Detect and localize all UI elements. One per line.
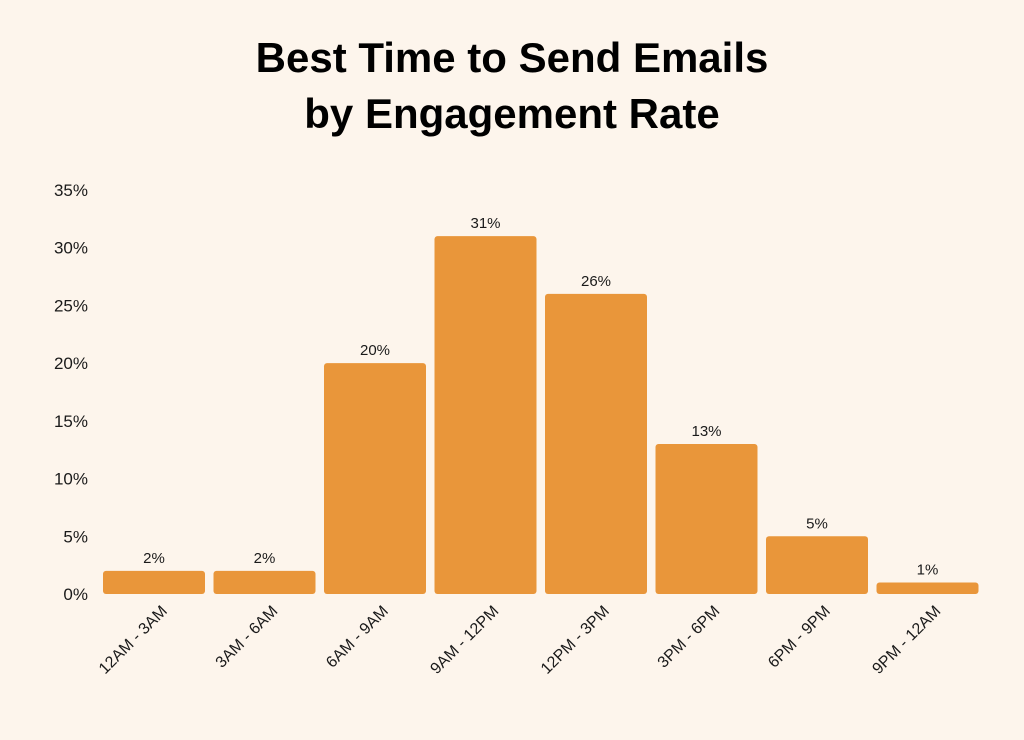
y-tick-label: 25% — [54, 296, 88, 315]
chart-title-line-2: by Engagement Rate — [304, 90, 720, 137]
bar-value-label: 31% — [470, 215, 500, 232]
bar — [324, 363, 426, 594]
bar-value-label: 26% — [581, 273, 611, 290]
bar-value-label: 13% — [691, 423, 721, 440]
bar — [766, 536, 868, 594]
x-category-label: 3PM - 6PM — [655, 603, 724, 672]
y-tick-label: 20% — [54, 354, 88, 373]
x-category-label: 6PM - 9PM — [765, 603, 834, 672]
bar-value-label: 20% — [360, 342, 390, 359]
chart-title: Best Time to Send Emails by Engagement R… — [0, 30, 1024, 142]
y-axis: 0% 5% 10% 15% 20% 25% 30% 35% — [54, 181, 88, 604]
x-category-label: 3AM - 6AM — [213, 603, 282, 672]
bar — [876, 582, 979, 594]
y-tick-label: 10% — [54, 470, 88, 489]
chart-title-line-1: Best Time to Send Emails — [255, 34, 769, 81]
x-category-label: 6AM - 9AM — [323, 603, 392, 672]
y-tick-label: 30% — [54, 239, 88, 258]
bar — [655, 443, 758, 594]
x-category-label: 9AM - 12PM — [427, 603, 502, 678]
bar-value-label: 5% — [806, 515, 828, 532]
y-tick-label: 15% — [54, 412, 88, 431]
value-labels: 2% 2% 20% 31% 26% 13% 5% 1% — [143, 215, 938, 578]
bar-value-label: 1% — [917, 561, 939, 578]
bar-value-label: 2% — [254, 550, 276, 567]
bar — [545, 293, 647, 594]
x-category-label: 12PM - 3PM — [538, 603, 613, 678]
bar — [434, 236, 537, 594]
x-category-label: 9PM - 12AM — [869, 603, 944, 678]
y-tick-label: 5% — [63, 527, 88, 546]
bars — [103, 236, 979, 594]
x-axis: 12AM - 3AM 3AM - 6AM 6AM - 9AM 9AM - 12PM 12… — [96, 603, 944, 678]
bar-value-label: 2% — [143, 550, 165, 567]
y-tick-label: 35% — [54, 181, 88, 200]
bar — [213, 570, 316, 594]
x-category-label: 12AM - 3AM — [96, 603, 171, 678]
bar — [103, 570, 205, 594]
y-tick-label: 0% — [63, 585, 88, 604]
